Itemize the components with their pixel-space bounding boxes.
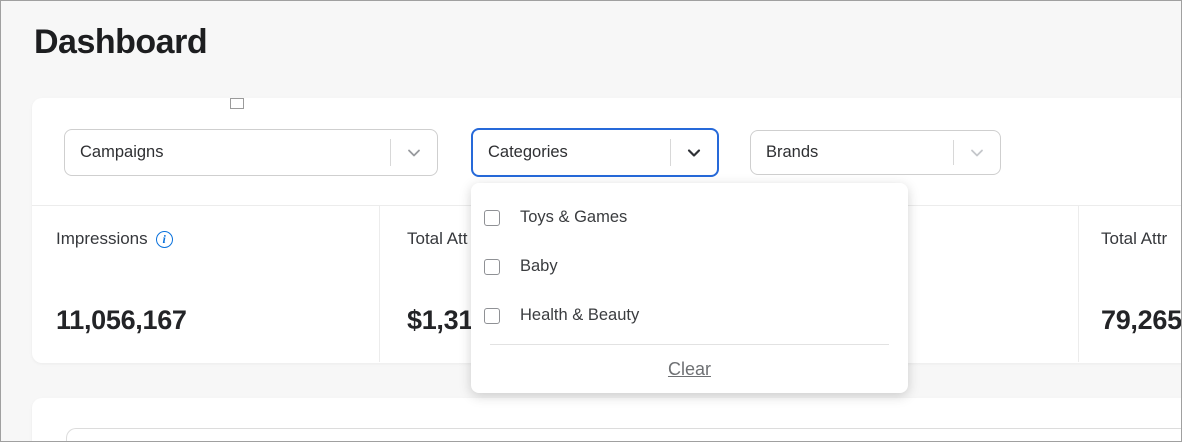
total-attr-right-value: 79,265 — [1101, 305, 1182, 335]
lower-inner-panel — [66, 428, 1181, 441]
option-label: Toys & Games — [520, 208, 628, 226]
clear-row: Clear — [471, 345, 908, 393]
category-option-toys-games[interactable]: Toys & Games — [471, 193, 908, 242]
metric-card-total-attr-right: Total Attr 79,265 — [1078, 206, 1182, 362]
categories-select-label: Categories — [488, 143, 568, 161]
dropdown-divider — [490, 344, 889, 345]
campaigns-select[interactable]: Campaigns — [64, 129, 438, 176]
categories-dropdown-panel: Toys & Games Baby Health & Beauty Clear — [471, 183, 908, 393]
brands-chevron-down-icon[interactable] — [953, 131, 1000, 174]
checkbox-icon[interactable] — [484, 209, 500, 226]
metrics-row: Impressions i 11,056,167 Total Att $1,31… — [32, 206, 1182, 362]
category-option-health-beauty[interactable]: Health & Beauty — [471, 291, 908, 340]
info-icon[interactable]: i — [155, 230, 173, 248]
metric-card-impressions: Impressions i 11,056,167 — [32, 206, 379, 362]
campaigns-chevron-down-icon[interactable] — [390, 130, 437, 175]
brands-select[interactable]: Brands — [750, 130, 1001, 175]
lower-content-panel — [32, 398, 1181, 441]
total-attributed-label: Total Att — [407, 229, 468, 248]
option-label: Health & Beauty — [520, 306, 640, 324]
checkbox-icon[interactable] — [484, 307, 500, 324]
checkbox-icon[interactable] — [484, 258, 500, 275]
filter-bar: Campaigns Categories Brands — [32, 98, 1181, 206]
impressions-value: 11,056,167 — [56, 305, 187, 335]
categories-select[interactable]: Categories — [471, 128, 719, 177]
clear-link[interactable]: Clear — [667, 358, 711, 379]
campaigns-select-label: Campaigns — [80, 143, 164, 161]
brands-select-label: Brands — [766, 143, 819, 161]
categories-chevron-down-icon[interactable] — [670, 130, 717, 175]
category-option-baby[interactable]: Baby — [471, 242, 908, 291]
partial-checkbox[interactable] — [230, 98, 244, 109]
option-label: Baby — [520, 257, 558, 275]
metric-label: Impressions i — [56, 229, 379, 249]
total-attr-right-label: Total Attr — [1101, 229, 1168, 248]
impressions-label: Impressions — [56, 229, 148, 248]
page-title: Dashboard — [34, 23, 208, 61]
